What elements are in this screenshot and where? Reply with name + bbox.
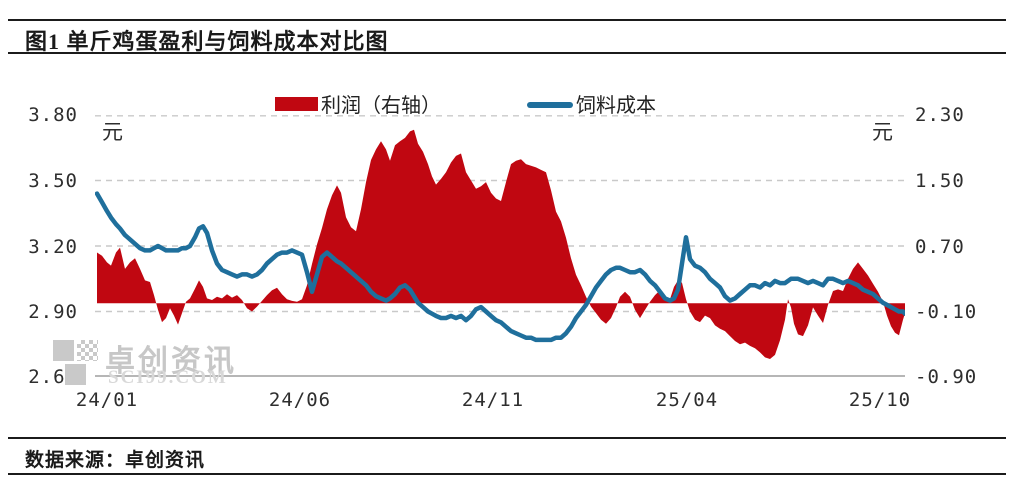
watermark-domain: SCI99.COM: [108, 367, 228, 388]
footer-top-border-line: [8, 437, 1006, 439]
title-underline: [8, 52, 1006, 54]
right-axis-unit: 元: [872, 121, 893, 144]
left-axis-tick-0: 3.80: [28, 104, 78, 126]
profit-legend-swatch: [275, 97, 318, 111]
left-axis-unit: 元: [102, 121, 123, 144]
watermark-logo-icon: [53, 340, 99, 386]
chart-plot-area: [95, 115, 905, 377]
x-axis-tick-0: 24/01: [75, 389, 139, 411]
right-axis-tick-1: 1.50: [915, 170, 965, 192]
watermark-logo-checker-square: [77, 340, 98, 361]
left-axis-tick-3: 2.90: [28, 301, 78, 323]
right-axis-tick-0: 2.30: [915, 104, 965, 126]
left-axis-tick-4: 2.60: [28, 366, 78, 388]
right-axis-tick-3: -0.10: [915, 301, 978, 323]
profit-legend-label: 利润（右轴）: [321, 95, 441, 117]
watermark-logo-square: [65, 364, 86, 385]
feed-cost-legend-label: 饲料成本: [576, 95, 656, 117]
top-border-line: [8, 19, 1006, 21]
feed-cost-line-series: [95, 191, 905, 343]
profit-area-series: [97, 129, 905, 359]
right-axis-tick-2: 0.70: [915, 236, 965, 258]
footer-bottom-border-line: [8, 473, 1006, 475]
x-axis-tick-1: 24/06: [268, 389, 332, 411]
left-axis-tick-2: 3.20: [28, 236, 78, 258]
data-source-note: 数据来源：卓创资讯: [25, 450, 206, 471]
x-axis-tick-2: 24/11: [461, 389, 525, 411]
watermark-logo-square: [53, 340, 74, 361]
left-axis-tick-1: 3.50: [28, 170, 78, 192]
feed-cost-legend-swatch: [527, 102, 573, 108]
right-axis-tick-4: -0.90: [915, 366, 978, 388]
watermark-name: 卓创资讯: [105, 345, 237, 378]
x-axis-tick-3: 25/04: [655, 389, 719, 411]
page-title: 图1 单斤鸡蛋盈利与饲料成本对比图: [25, 29, 389, 54]
x-axis-tick-4: 25/10: [848, 389, 912, 411]
